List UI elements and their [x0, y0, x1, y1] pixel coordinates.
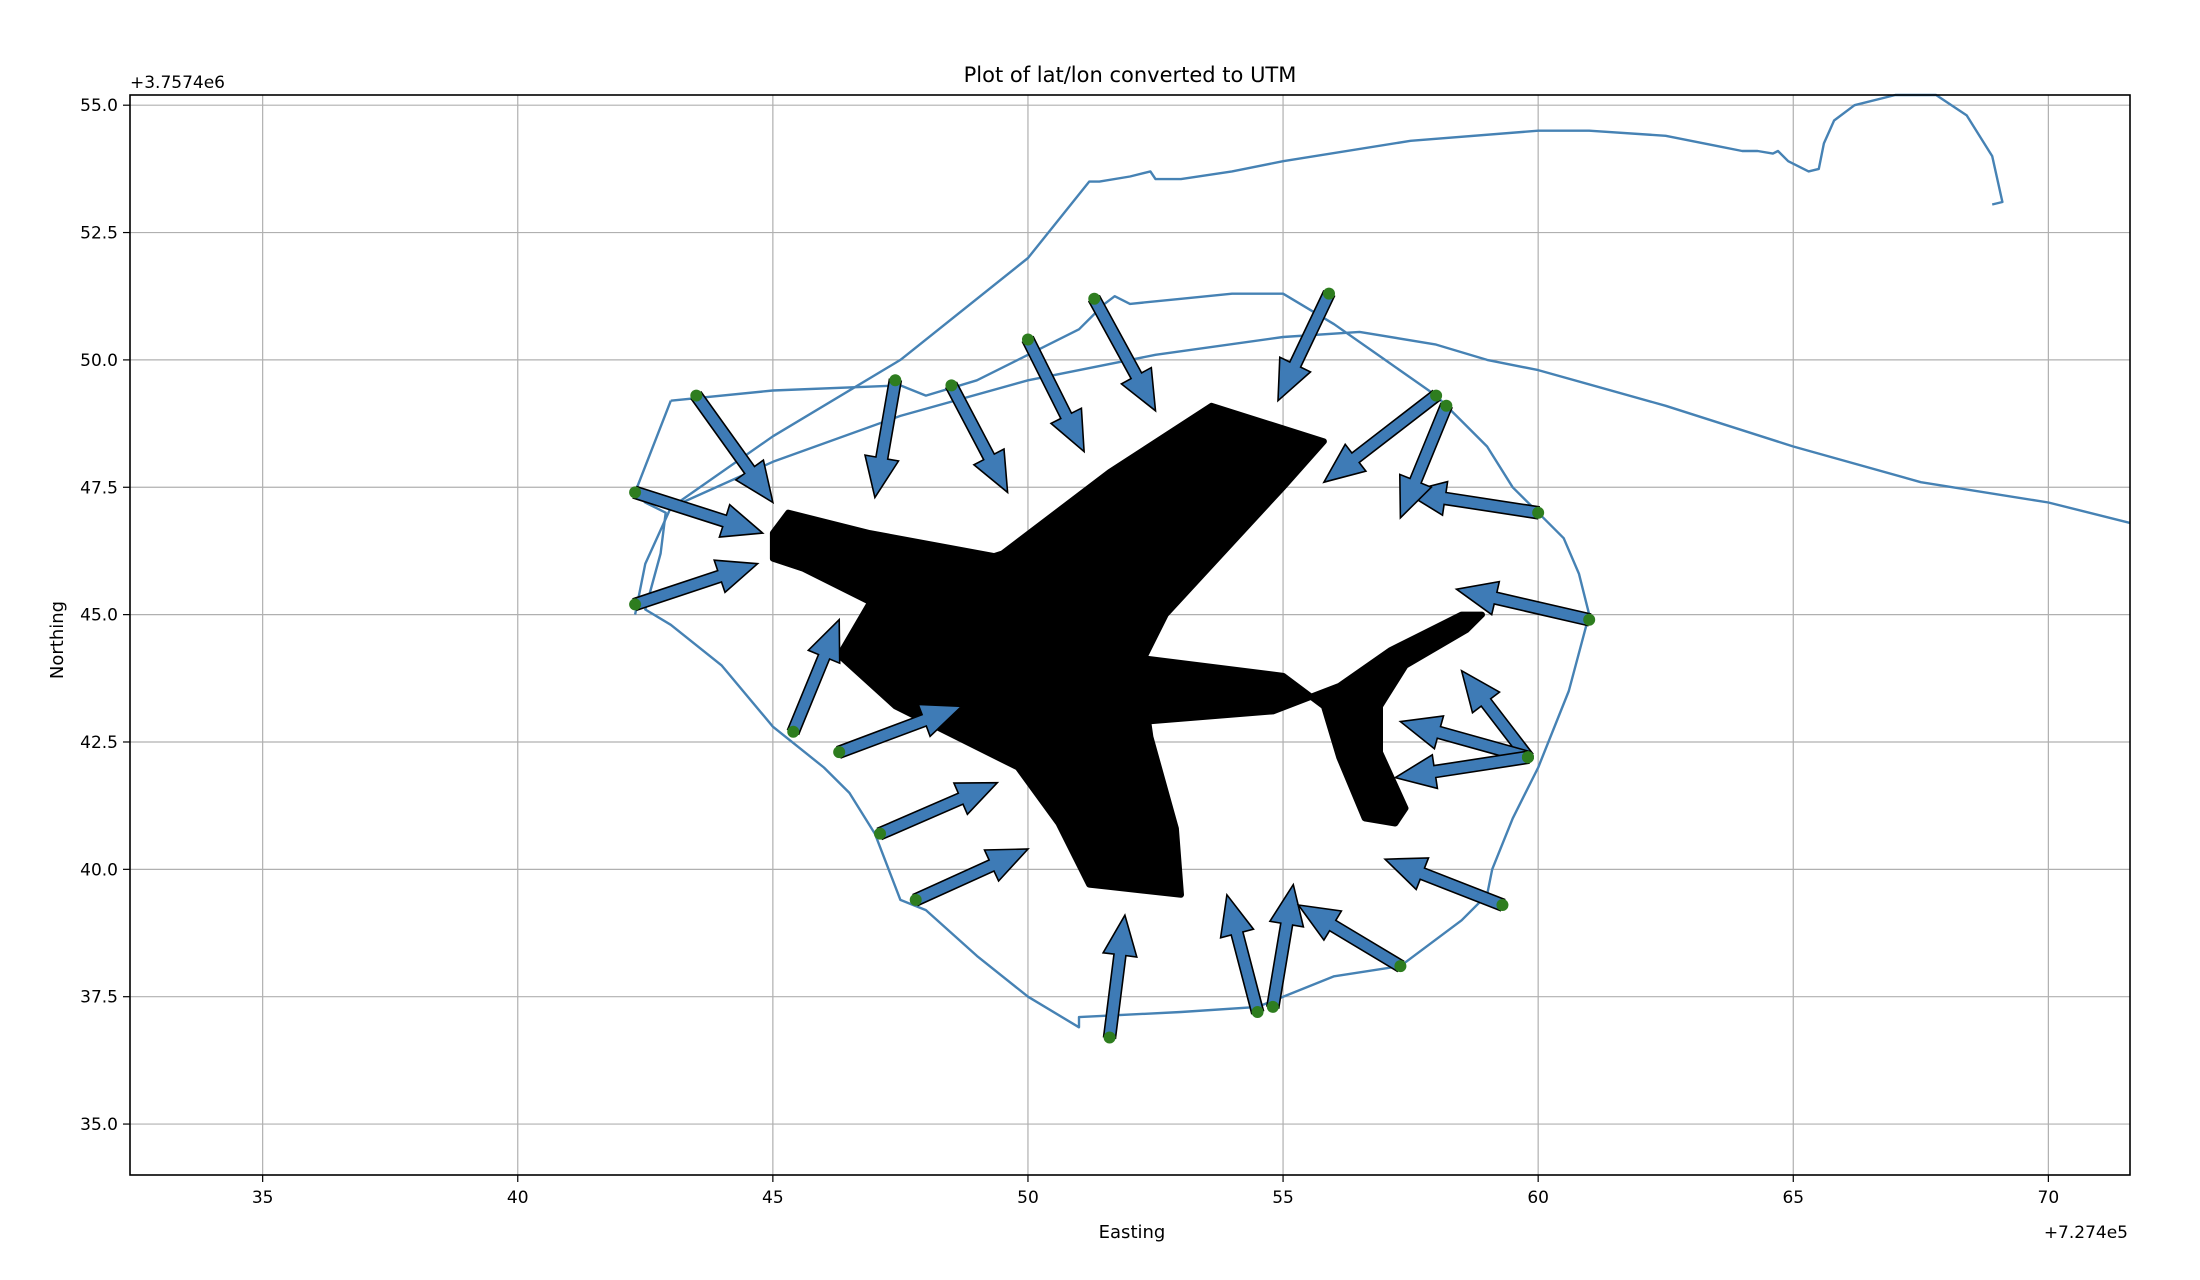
direction-arrow: [1383, 857, 1506, 912]
direction-arrow: [1101, 913, 1138, 1040]
sample-point: [889, 374, 902, 387]
x-ticks: 35 40 45 50 55 60 65 70: [252, 1175, 2059, 1208]
direction-arrow: [1277, 290, 1336, 403]
y-tick-label: 37.5: [80, 988, 118, 1008]
direction-arrow: [786, 617, 841, 736]
direction-arrow: [1454, 580, 1592, 627]
direction-arrow: [912, 848, 1030, 907]
sample-point: [1521, 751, 1534, 764]
sample-point: [1583, 613, 1596, 626]
x-tick-label: 65: [1782, 1188, 1804, 1208]
direction-arrow: [1322, 389, 1441, 484]
x-offset-label: +7.274e5: [2044, 1223, 2128, 1243]
sample-point: [1251, 1005, 1264, 1018]
sample-point: [1394, 960, 1407, 973]
sample-point: [1088, 292, 1101, 305]
sample-point: [1021, 333, 1034, 346]
sample-point: [1266, 1000, 1279, 1013]
airplane-silhouette: [769, 402, 1485, 898]
y-axis-label: Northing: [47, 601, 68, 679]
y-tick-label: 40.0: [80, 860, 118, 880]
direction-arrow: [876, 781, 1000, 841]
direction-arrow: [690, 390, 775, 505]
sample-point: [629, 486, 642, 499]
sample-point: [874, 827, 886, 840]
airplane-body: [836, 402, 1327, 898]
direction-arrow: [1087, 294, 1157, 413]
sample-point: [1440, 399, 1453, 412]
direction-arrow: [632, 559, 760, 612]
sample-point: [909, 893, 922, 906]
sample-point: [1430, 389, 1443, 402]
y-tick-label: 50.0: [80, 351, 118, 371]
track-line: [633, 292, 1591, 1029]
x-tick-label: 55: [1272, 1188, 1294, 1208]
direction-arrow: [632, 485, 765, 539]
x-tick-label: 45: [762, 1188, 784, 1208]
direction-arrow: [1219, 892, 1265, 1015]
direction-arrow: [1393, 750, 1530, 790]
x-tick-label: 50: [1017, 1188, 1039, 1208]
direction-arrow: [836, 703, 964, 759]
sample-point: [787, 725, 800, 738]
x-tick-label: 35: [252, 1188, 274, 1208]
direction-arrow: [1398, 402, 1453, 520]
direction-arrow: [1265, 882, 1305, 1009]
y-tick-label: 52.5: [80, 224, 118, 244]
y-tick-label: 35.0: [80, 1115, 118, 1135]
x-tick-label: 60: [1527, 1188, 1549, 1208]
sample-point: [1103, 1031, 1116, 1044]
direction-arrows: [632, 290, 1592, 1040]
sample-point: [690, 389, 703, 402]
airplane-tail: [1116, 611, 1485, 827]
y-tick-label: 55.0: [80, 96, 118, 116]
sample-point: [1532, 506, 1545, 519]
sample-point: [629, 598, 642, 611]
x-tick-label: 40: [507, 1188, 529, 1208]
sample-point: [833, 746, 846, 759]
y-ticks: 35.0 37.5 40.0 42.5 45.0 47.5 50.0 52.5 55.0: [80, 96, 130, 1135]
y-tick-label: 47.5: [80, 478, 118, 498]
y-offset-label: +3.7574e6: [130, 73, 225, 93]
direction-arrow: [1296, 903, 1405, 973]
direction-arrow: [1021, 335, 1086, 454]
x-tick-label: 70: [2038, 1188, 2060, 1208]
sample-points: [629, 287, 1596, 1044]
y-tick-label: 45.0: [80, 606, 118, 626]
chart-title: Plot of lat/lon converted to UTM: [964, 63, 1297, 87]
x-axis-label: Easting: [1099, 1222, 1166, 1243]
sample-point: [1322, 287, 1335, 300]
sample-point: [1496, 899, 1509, 911]
plot-frame: [129, 94, 2131, 1176]
direction-arrow: [945, 381, 1009, 495]
sample-point: [945, 379, 958, 392]
direction-arrow: [863, 378, 903, 500]
y-tick-label: 42.5: [80, 733, 118, 753]
direction-arrow: [1403, 480, 1541, 520]
